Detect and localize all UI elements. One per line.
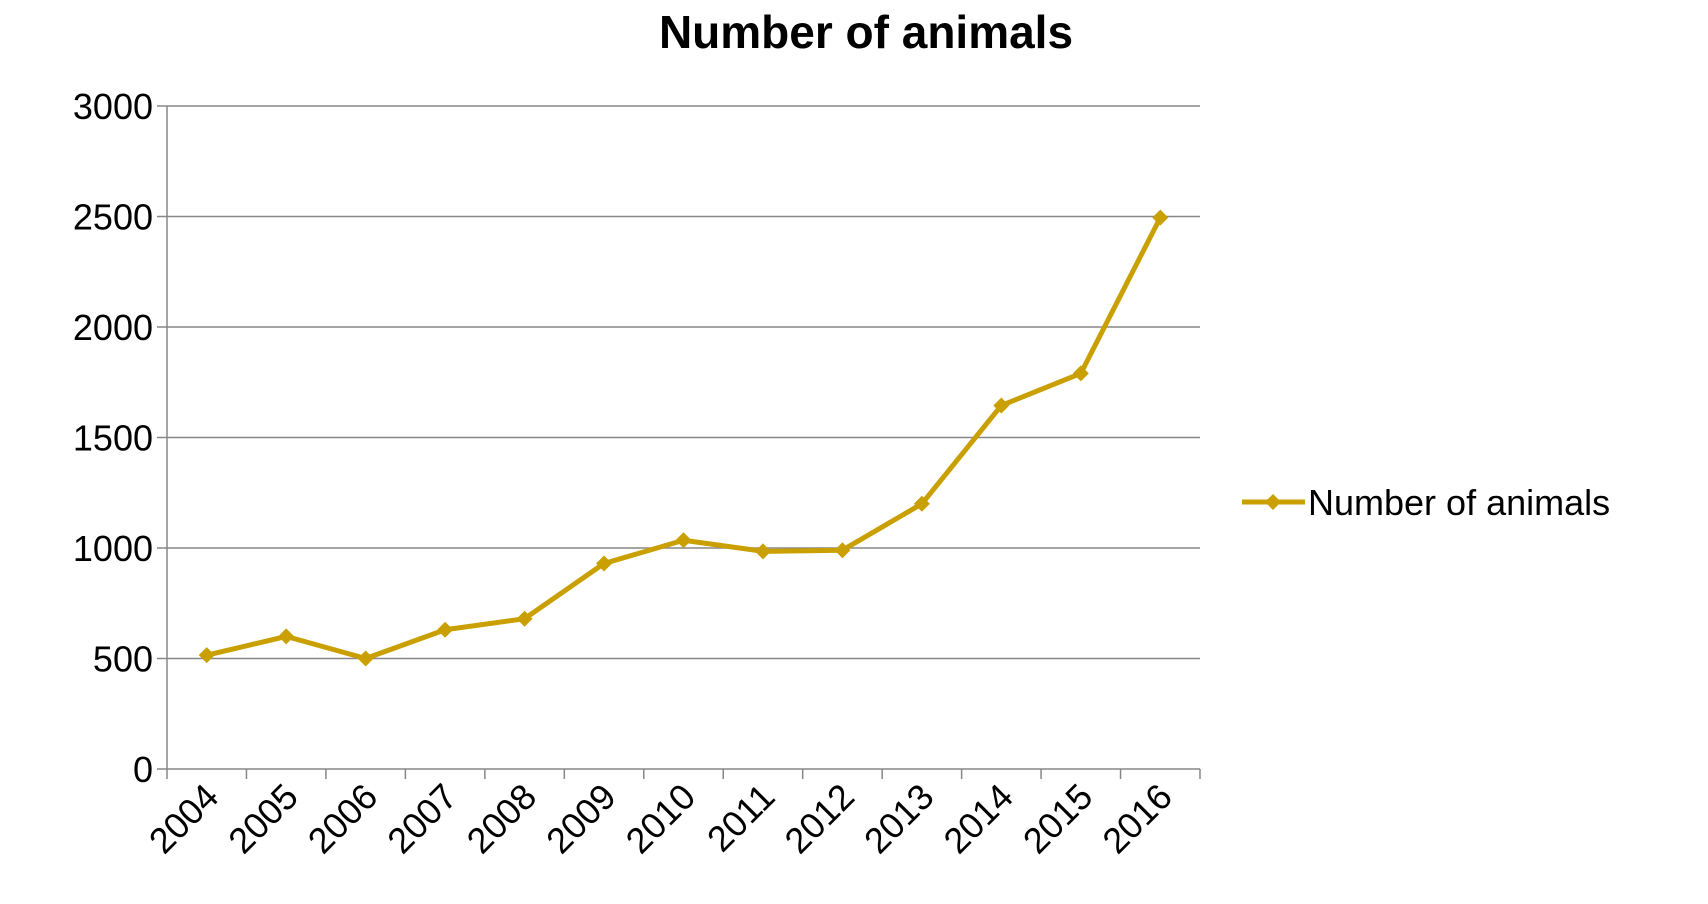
x-tick-label: 2010 — [618, 776, 704, 862]
x-tick-label: 2006 — [300, 776, 386, 862]
data-point-marker — [754, 543, 771, 560]
x-tick-label: 2005 — [220, 776, 306, 862]
x-tick-label: 2014 — [935, 776, 1021, 862]
data-point-marker — [834, 542, 851, 559]
legend: Number of animals — [1242, 482, 1610, 523]
x-tick-label: 2009 — [538, 776, 624, 862]
legend-label: Number of animals — [1308, 482, 1610, 523]
y-tick-label: 500 — [93, 639, 153, 680]
x-tick-label: 2007 — [379, 776, 465, 862]
y-tick-label: 2500 — [73, 197, 153, 238]
x-tick-label: 2008 — [459, 776, 545, 862]
x-tick-label: 2004 — [141, 776, 227, 862]
legend-marker — [1265, 494, 1281, 510]
x-tick-label: 2013 — [856, 776, 942, 862]
data-point-marker — [278, 628, 295, 645]
data-point-marker — [993, 397, 1010, 414]
y-axis-ticks: 0 500 1000 1500 2000 2500 3000 — [73, 86, 167, 790]
data-point-marker — [437, 621, 454, 638]
x-axis-ticks: 2004200520062007200820092010201120122013… — [141, 769, 1201, 862]
chart-title: Number of animals — [659, 6, 1073, 58]
y-tick-label: 3000 — [73, 86, 153, 127]
gridlines — [167, 105, 1200, 660]
y-tick-label: 2000 — [73, 307, 153, 348]
y-tick-label: 1000 — [73, 528, 153, 569]
data-point-marker — [198, 647, 215, 664]
x-tick-label: 2015 — [1015, 776, 1101, 862]
series-group — [198, 209, 1169, 667]
data-point-marker — [913, 495, 930, 512]
x-tick-label: 2012 — [776, 776, 862, 862]
data-point-marker — [357, 650, 374, 667]
x-tick-label: 2016 — [1094, 776, 1180, 862]
data-point-marker — [1072, 365, 1089, 382]
data-point-marker — [516, 610, 533, 627]
data-point-marker — [596, 555, 613, 572]
y-tick-label: 1500 — [73, 418, 153, 459]
y-tick-label: 0 — [133, 749, 153, 790]
data-point-marker — [675, 532, 692, 549]
data-point-marker — [1152, 209, 1169, 226]
x-tick-label: 2011 — [699, 776, 783, 860]
